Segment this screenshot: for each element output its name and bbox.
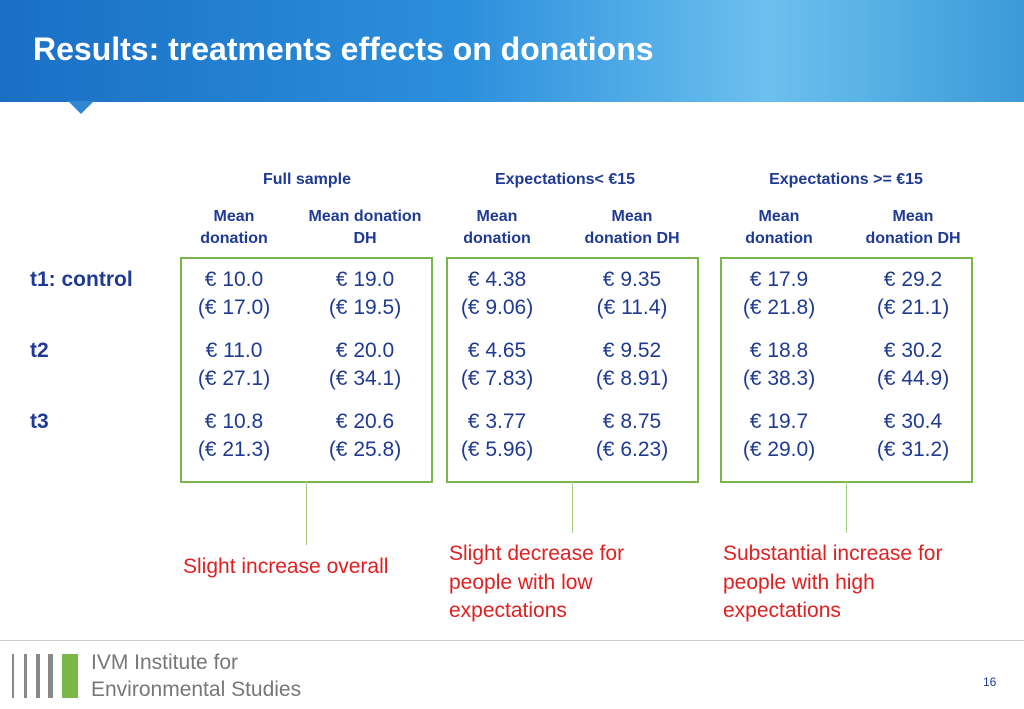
cell-value: € 29.2 <box>883 268 943 291</box>
column-header: Mean <box>758 208 800 225</box>
cell-value: (€ 9.06) <box>460 296 534 319</box>
group-header: Expectations< €15 <box>494 171 636 188</box>
cell-value: (€ 6.23) <box>595 438 669 461</box>
page-number: 16 <box>983 675 997 689</box>
cell-value: € 17.9 <box>749 268 809 291</box>
column-header: Mean <box>892 208 934 225</box>
header-bar <box>0 0 1024 102</box>
cell-value: € 18.8 <box>749 339 809 362</box>
cell-value: € 10.0 <box>204 268 264 291</box>
cell-value: € 10.8 <box>204 410 264 433</box>
column-header: Mean <box>476 208 518 225</box>
annotation: expectations <box>449 599 567 622</box>
annotation: Slight decrease for <box>449 542 625 565</box>
cell-value: (€ 21.8) <box>742 296 816 319</box>
cell-value: (€ 17.0) <box>197 296 271 319</box>
cell-value: € 19.7 <box>749 410 809 433</box>
cell-value: € 20.0 <box>335 339 395 362</box>
group-header: Full sample <box>262 171 352 188</box>
cell-value: € 30.2 <box>883 339 943 362</box>
cell-value: € 8.75 <box>602 410 662 433</box>
connector <box>572 481 573 533</box>
annotation: Slight increase overall <box>183 555 389 578</box>
cell-value: (€ 25.8) <box>328 438 402 461</box>
connector <box>306 481 307 545</box>
cell-value: € 9.52 <box>602 339 662 362</box>
cell-value: (€ 27.1) <box>197 367 271 390</box>
cell-value: (€ 29.0) <box>742 438 816 461</box>
annotation: people with low <box>449 570 593 594</box>
column-header: donation <box>463 230 531 247</box>
connector <box>846 481 847 533</box>
institute-name: IVM Institute for <box>91 651 239 674</box>
cell-value: € 9.35 <box>602 268 662 291</box>
annotation: expectations <box>723 599 841 622</box>
column-header: donation <box>745 230 813 247</box>
institute-name: Environmental Studies <box>91 678 302 701</box>
cell-value: € 20.6 <box>335 410 395 433</box>
row-label: t2 <box>30 339 49 362</box>
column-header: Mean <box>213 208 255 225</box>
cell-value: (€ 11.4) <box>596 296 668 319</box>
column-header: Mean donation <box>308 208 422 225</box>
column-header: Mean <box>611 208 653 225</box>
cell-value: € 19.0 <box>335 268 395 291</box>
row-label: t1: control <box>30 268 133 291</box>
cell-value: € 4.38 <box>467 268 527 291</box>
cell-value: (€ 7.83) <box>460 367 534 390</box>
cell-value: (€ 44.9) <box>876 367 950 390</box>
cell-value: (€ 34.1) <box>328 367 402 390</box>
cell-value: (€ 21.1) <box>876 296 950 319</box>
cell-value: (€ 19.5) <box>328 296 402 319</box>
cell-value: (€ 31.2) <box>876 438 950 461</box>
cell-value: (€ 38.3) <box>742 367 816 390</box>
column-header: donation <box>200 230 268 247</box>
header-notch <box>68 101 94 114</box>
logo-mark <box>12 654 78 698</box>
annotation: people with high <box>723 570 875 594</box>
footer-rule <box>0 640 1024 641</box>
cell-value: € 4.65 <box>467 339 527 362</box>
cell-value: € 3.77 <box>467 410 527 433</box>
cell-value: (€ 5.96) <box>460 438 534 461</box>
column-header: donation DH <box>865 230 961 247</box>
cell-value: (€ 8.91) <box>595 367 669 390</box>
slide-title: Results: treatments effects on donations <box>33 31 654 67</box>
column-header: DH <box>353 230 377 247</box>
cell-value: € 11.0 <box>205 339 263 362</box>
cell-value: € 30.4 <box>883 410 943 433</box>
group-header: Expectations >= €15 <box>769 171 923 188</box>
cell-value: (€ 21.3) <box>197 438 271 461</box>
annotation: Substantial increase for <box>723 542 943 565</box>
column-header: donation DH <box>584 230 680 247</box>
row-label: t3 <box>30 410 49 433</box>
